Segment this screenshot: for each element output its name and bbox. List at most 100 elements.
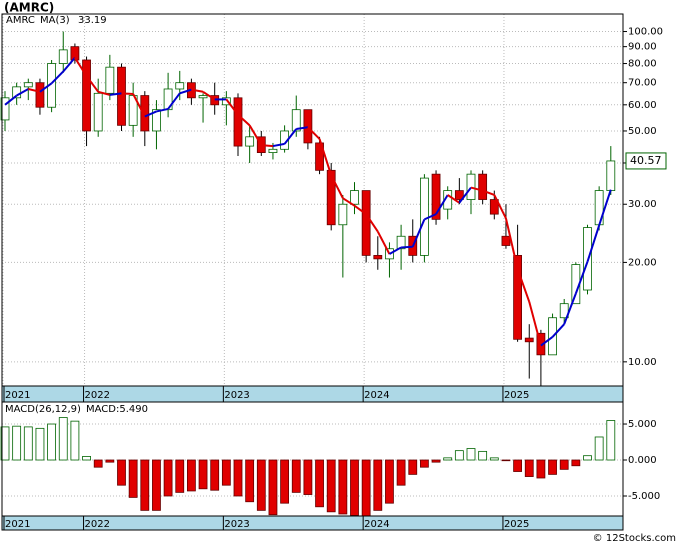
macd-bar [396, 459, 406, 486]
ma-line [296, 126, 309, 130]
ma-line [167, 92, 181, 110]
candle-body [93, 92, 103, 132]
candle-body [454, 190, 464, 200]
y-tick-label: 50.00 [628, 126, 657, 137]
ma-line [283, 128, 298, 145]
candle-body [175, 82, 185, 90]
macd-bar [256, 459, 266, 511]
y-tick-label: 10.00 [628, 357, 657, 368]
macd-bar [454, 450, 464, 461]
ma-line [97, 90, 111, 96]
footer: © 12Stocks.com [593, 533, 676, 544]
ma-line [423, 213, 437, 221]
candle-body [35, 82, 45, 108]
last-price-label: 40.57 [630, 154, 662, 167]
candle-body [303, 109, 313, 144]
ma-line [4, 94, 18, 106]
y-tick-label: 5.000 [628, 419, 657, 430]
candle-body [233, 97, 243, 147]
macd-bar [93, 459, 103, 468]
ma-line [493, 194, 507, 219]
macd-bar [559, 459, 569, 470]
ma-line [353, 204, 367, 215]
macd-bar [583, 455, 592, 461]
macd-bar [489, 457, 499, 461]
ma-line [225, 98, 239, 116]
candle-body [489, 199, 499, 215]
x-tick-label: 2025 [504, 390, 529, 401]
macd-bar [70, 420, 80, 461]
ma-line [179, 88, 192, 95]
macd-bar [221, 459, 231, 486]
macd-bar [291, 459, 301, 493]
ma-line [388, 246, 402, 255]
ma-line [376, 231, 391, 255]
ma-line [458, 186, 472, 204]
candle-body [373, 255, 383, 260]
macd-bar [268, 459, 278, 516]
ma-line [540, 336, 554, 347]
macd-bar [338, 459, 348, 515]
y-tick-label: 100.00 [628, 27, 663, 38]
macd-bar [350, 459, 359, 516]
macd-bar [233, 459, 243, 497]
macd-title: MACD(26,12,9) [5, 404, 81, 415]
macd-bar [23, 426, 33, 461]
macd-bar [478, 450, 488, 461]
ma-line [470, 186, 483, 192]
macd-bar [0, 426, 10, 461]
ma-line [28, 88, 41, 93]
candle-body [361, 190, 371, 256]
ma-line [74, 57, 88, 77]
chart-title: (AMRC) [4, 1, 54, 15]
macd-bar [128, 459, 138, 498]
ma-line [482, 189, 495, 196]
y-tick-label: 80.00 [628, 59, 657, 70]
candle-body [396, 235, 406, 250]
candle-body [0, 97, 10, 121]
macd-bar [571, 459, 581, 467]
ma-line [516, 268, 531, 303]
candle-body [478, 173, 488, 200]
legend-ma-value: 33.19 [78, 15, 107, 26]
candle-body [268, 148, 278, 154]
x-tick-label: 2022 [85, 390, 110, 401]
ma-line [574, 261, 589, 294]
candle-body [524, 337, 534, 343]
candle-body [58, 49, 68, 64]
y-tick-label: 0.000 [628, 455, 657, 466]
candle-body [350, 190, 359, 205]
macd-bar [513, 459, 522, 472]
candle-body [315, 142, 324, 171]
candle-body [606, 160, 616, 191]
macd-bar [373, 459, 383, 511]
macd-bar [82, 456, 91, 461]
ma-line [85, 75, 100, 93]
macd-bar [431, 459, 441, 463]
ma-line [62, 57, 76, 73]
candle-body [291, 109, 301, 132]
macd-bar [326, 459, 336, 513]
x-tick-label: 2024 [364, 519, 389, 530]
ma-line [16, 88, 29, 97]
macd-bar [152, 459, 161, 511]
ma-line [528, 301, 542, 346]
ma-line [39, 82, 53, 93]
ma-line [401, 245, 413, 249]
ma-line [202, 90, 216, 101]
candle-body [466, 173, 476, 200]
macd-bar [140, 459, 150, 511]
y-tick-label: -5.000 [628, 491, 660, 502]
macd-bar [536, 459, 546, 479]
ma-line [342, 197, 356, 207]
macd-bar [175, 459, 185, 493]
x-tick-label: 2023 [224, 519, 249, 530]
macd-bar [105, 459, 115, 463]
ma-line [248, 124, 263, 146]
ma-line [121, 92, 134, 95]
ma-line [551, 323, 565, 338]
candle-body [221, 97, 231, 106]
macd-bar [47, 423, 56, 461]
ma-line [598, 189, 612, 226]
